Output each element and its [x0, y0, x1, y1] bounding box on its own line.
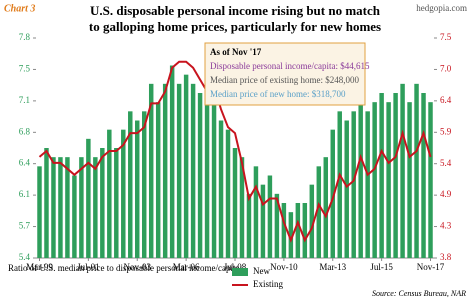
- bar: [86, 138, 91, 258]
- bar: [386, 102, 391, 259]
- bar: [351, 111, 356, 258]
- bar: [225, 129, 231, 258]
- bar: [58, 157, 63, 258]
- x-tick-label: Jul-01: [77, 262, 100, 272]
- bar: [379, 93, 384, 258]
- bar: [372, 102, 377, 259]
- y-tick-label: 7.1: [19, 95, 30, 105]
- bar: [169, 65, 175, 258]
- bar: [176, 83, 182, 258]
- y2-tick-label: 3.8: [440, 252, 452, 262]
- bar: [337, 111, 342, 258]
- y-tick-label: 6.1: [19, 189, 30, 199]
- bar: [65, 157, 70, 258]
- bar: [358, 93, 363, 258]
- bar: [155, 102, 161, 259]
- y-tick-label: 5.7: [19, 221, 31, 231]
- bar: [211, 93, 217, 258]
- bar: [93, 157, 98, 258]
- line: [38, 60, 432, 243]
- source: Source: Census Bureau, NAR: [372, 289, 466, 298]
- bar: [51, 157, 56, 258]
- bar: [253, 166, 259, 258]
- bar: [135, 120, 140, 258]
- y-tick-label: 6.4: [19, 158, 31, 168]
- x-tick-label: Nov-03: [123, 262, 151, 272]
- y-tick-label: 5.4: [19, 252, 31, 262]
- bar: [400, 83, 405, 258]
- annotation: Median price of new home: $318,700: [210, 89, 346, 99]
- annotation-box: [204, 42, 366, 106]
- y-tick-label: 6.8: [19, 126, 31, 136]
- bar: [44, 148, 49, 258]
- bar: [197, 93, 203, 258]
- chart-label: Chart 3: [4, 3, 35, 14]
- bar: [260, 184, 266, 258]
- bar: [148, 83, 154, 258]
- bar: [107, 129, 112, 258]
- x-tick-label: Jul-08: [224, 262, 247, 272]
- annotation: Disposable personal income/capita: $44,6…: [210, 61, 370, 71]
- x-tick-label: Mar-06: [173, 262, 200, 272]
- bar: [309, 184, 315, 258]
- chart-title: U.S. disposable personal income rising b…: [90, 3, 381, 18]
- bar: [128, 111, 133, 258]
- bar: [100, 148, 105, 258]
- y-tick-label: 7.5: [19, 64, 31, 74]
- bar: [239, 157, 245, 258]
- bar: [141, 111, 147, 258]
- bar: [323, 157, 329, 258]
- x-tick-label: Jul-15: [370, 262, 393, 272]
- bar: [121, 129, 126, 258]
- y-tick-label: 7.8: [19, 32, 31, 42]
- bar: [37, 166, 42, 258]
- chart-title: to galloping home prices, particularly f…: [89, 19, 381, 34]
- y2-tick-label: 7.0: [440, 64, 452, 74]
- annotation: Median price of existing home: $248,000: [210, 75, 359, 85]
- x-tick-label: Nov-10: [270, 262, 298, 272]
- bar: [330, 129, 335, 258]
- bar: [302, 203, 308, 258]
- bar: [407, 102, 412, 259]
- y2-tick-label: 4.9: [440, 189, 452, 199]
- bar: [428, 102, 433, 259]
- bar: [218, 120, 224, 258]
- legend-label: Existing: [253, 279, 284, 289]
- y2-tick-label: 4.3: [440, 221, 452, 231]
- legend-swatch: [232, 268, 248, 276]
- bar: [246, 193, 252, 258]
- bar: [79, 157, 84, 258]
- bar: [114, 148, 119, 258]
- bar: [72, 175, 77, 258]
- bar: [414, 83, 419, 258]
- bar: [274, 193, 280, 258]
- bar: [183, 74, 189, 259]
- bar: [281, 203, 287, 258]
- x-tick-label: Mar-99: [26, 262, 53, 272]
- bar: [190, 83, 196, 258]
- annotation: As of Nov '17: [210, 47, 262, 57]
- y2-tick-label: 5.4: [440, 158, 452, 168]
- bar: [288, 212, 294, 258]
- bar: [393, 93, 398, 258]
- bar: [365, 111, 370, 258]
- bar: [295, 203, 301, 258]
- y2-tick-label: 7.5: [440, 32, 452, 42]
- bar: [232, 148, 238, 258]
- bar: [344, 120, 349, 258]
- legend-label: New: [253, 266, 270, 276]
- x-tick-label: Mar-13: [319, 262, 346, 272]
- bar: [204, 102, 210, 259]
- bar: [162, 83, 168, 258]
- bar: [421, 93, 426, 258]
- x-tick-label: Nov-17: [417, 262, 445, 272]
- y2-tick-label: 6.4: [440, 95, 452, 105]
- bar: [267, 175, 273, 258]
- watermark: hedgopia.com: [416, 3, 467, 13]
- y2-tick-label: 5.9: [440, 126, 452, 136]
- legend-title: Ratio of U.S. median price to disposable…: [8, 263, 242, 273]
- bar: [316, 166, 322, 258]
